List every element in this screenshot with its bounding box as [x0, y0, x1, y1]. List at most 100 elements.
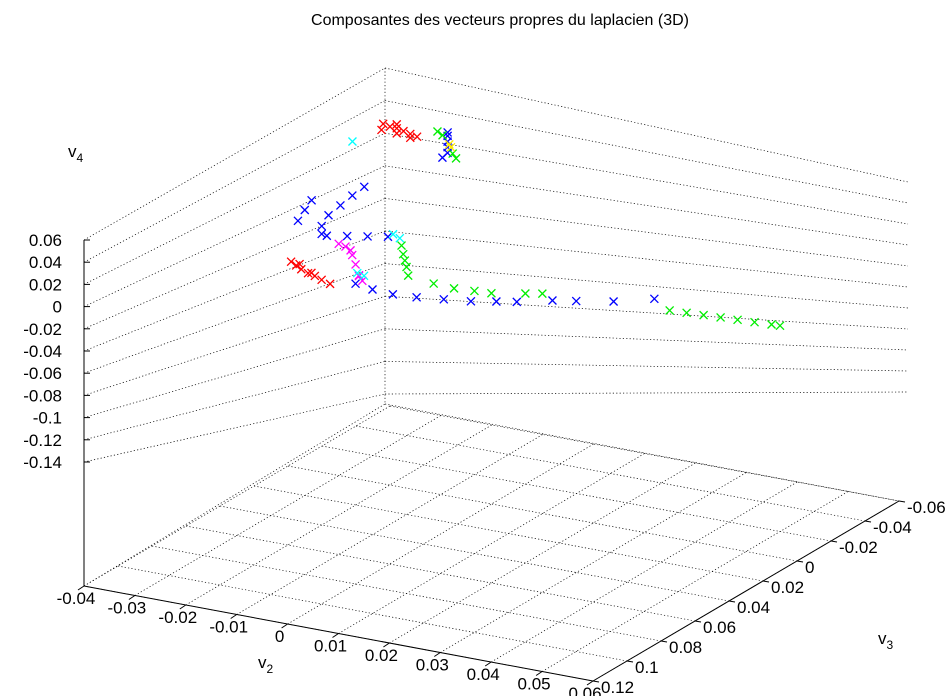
x-axis-label-base: v: [258, 653, 267, 672]
floor-grid-line: [219, 505, 730, 602]
scatter-point-stroke: [342, 231, 352, 241]
x-tick-mark: [332, 633, 339, 638]
x-tick-label: 0: [275, 627, 284, 646]
floor-grid-line: [355, 425, 866, 522]
scatter-point-stroke: [750, 317, 760, 327]
scatter-point: [405, 129, 415, 139]
scatter-point: [433, 127, 442, 136]
scatter-point-stroke: [429, 279, 439, 289]
scatter-point: [412, 292, 422, 302]
scatter-point: [324, 210, 333, 220]
y-tick-label: 0.1: [635, 658, 659, 677]
scatter-point-stroke: [296, 264, 306, 274]
scatter-point: [403, 271, 413, 281]
scatter-point: [335, 200, 345, 210]
x-tick-label: -0.01: [209, 618, 248, 637]
scatter-point-stroke: [439, 294, 449, 304]
y-axis-label-base: v: [878, 629, 887, 648]
scatter-point-stroke: [412, 292, 422, 302]
scatter-point: [383, 232, 393, 242]
floor-grid-line: [236, 434, 543, 615]
scatter-point-stroke: [300, 205, 310, 215]
scatter-point: [378, 119, 388, 129]
z-tick-label: -0.06: [23, 364, 62, 383]
y-tick-mark: [898, 500, 906, 503]
wall-grid-line: [384, 391, 909, 395]
floor-grid-line: [83, 405, 391, 587]
scatter-point-stroke: [767, 320, 776, 329]
plot-area: -0.04 -0.03 -0.02 -0.01 0 0.01 0.02 0.03 0.04 0.0…: [23, 67, 946, 696]
wall-grid-line: [384, 328, 909, 351]
scatter-point: [512, 297, 522, 307]
data-points: [286, 119, 785, 331]
x-tick-label: 0.01: [314, 637, 347, 656]
scatter-point: [342, 231, 352, 241]
x-tick-mark: [484, 661, 492, 667]
scatter-point-stroke: [716, 313, 726, 322]
y-axis-line: [592, 500, 900, 682]
scatter-point-stroke: [392, 119, 402, 129]
y-tick-mark: [694, 620, 702, 623]
scatter-point: [429, 279, 439, 289]
scatter-point-stroke: [347, 250, 357, 260]
y-tick-label: -0.06: [907, 498, 946, 517]
scatter-point-stroke: [469, 286, 479, 296]
y-tick-mark: [626, 660, 634, 663]
floor-grid-line: [134, 415, 442, 596]
scatter-point-stroke: [437, 153, 447, 163]
scatter-point-stroke: [383, 232, 393, 242]
scatter-point: [363, 231, 373, 241]
scatter-point-stroke: [388, 289, 398, 299]
z-tick-label: -0.02: [23, 320, 62, 339]
scatter-point: [486, 288, 496, 298]
scatter-point: [307, 195, 317, 205]
x-tick-mark: [230, 614, 237, 619]
wall-grid-line: [83, 361, 386, 441]
scatter-point: [699, 310, 709, 320]
x-tick-label: 0.02: [365, 646, 398, 665]
scatter-point-stroke: [377, 125, 386, 135]
y-tick-label: 0.02: [771, 578, 804, 597]
scatter-point: [341, 242, 350, 252]
scatter-point: [317, 221, 327, 231]
wall-grid-line: [384, 132, 909, 225]
scatter-point: [775, 321, 785, 331]
x-tick-label: -0.02: [158, 608, 197, 627]
scatter-point-stroke: [400, 256, 410, 266]
scatter-point: [334, 239, 344, 249]
scatter-point-stroke: [449, 283, 459, 293]
scatter-point: [357, 276, 367, 286]
scatter-point-stroke: [451, 153, 461, 163]
z-tick-label: -0.08: [23, 386, 62, 405]
scatter-point: [325, 279, 335, 289]
scatter-point: [399, 126, 408, 136]
wall-grid-line: [384, 165, 909, 246]
scatter-point-stroke: [438, 130, 447, 140]
scatter-point-stroke: [775, 321, 785, 331]
scatter-point-stroke: [359, 182, 369, 192]
x-tick-label: 0.03: [416, 656, 449, 675]
scatter-point-stroke: [398, 249, 408, 259]
scatter-point-stroke: [405, 133, 415, 143]
scatter-point-stroke: [403, 271, 413, 281]
wall-grid-line: [384, 295, 909, 330]
scatter-point-stroke: [306, 268, 316, 278]
scatter-point-stroke: [352, 268, 362, 278]
scatter-point-stroke: [548, 296, 557, 305]
x-tick-label: 0.04: [467, 665, 500, 684]
wall-grid-line: [384, 67, 909, 183]
x-tick-mark: [383, 642, 390, 648]
x-tick-mark: [179, 604, 187, 610]
scatter-point: [682, 308, 692, 318]
scatter-point: [609, 297, 619, 306]
x-axis-label-subscript: 2: [267, 662, 274, 676]
z-tick-label: -0.04: [23, 342, 62, 361]
y-axis-label: v3: [878, 629, 894, 652]
floor-grid-line: [185, 424, 492, 606]
scatter-point: [449, 283, 459, 293]
y-tick-mark: [796, 560, 804, 563]
y-tick-label: 0.12: [601, 678, 634, 696]
scatter-point-stroke: [341, 242, 350, 252]
scatter-point: [348, 137, 357, 146]
